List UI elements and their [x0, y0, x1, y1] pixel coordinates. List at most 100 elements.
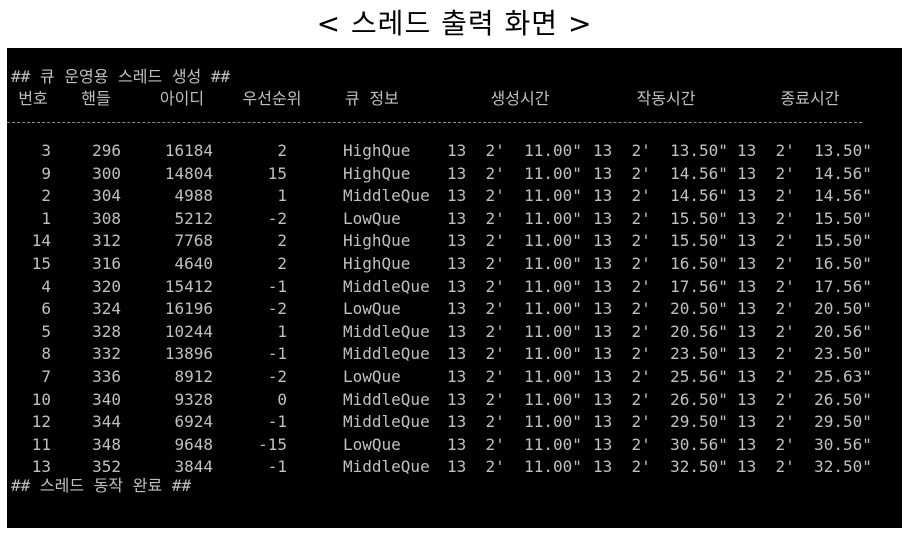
cell-priority: 0 [277, 389, 287, 409]
cell-ended: 13 2' 30.56" [737, 434, 872, 454]
cell-queue: HighQue [343, 254, 411, 273]
cell-started: 13 2' 14.56" [593, 186, 728, 206]
column-header-handle: 핸들 [81, 89, 111, 108]
cell-ended: 13 2' 32.50" [737, 457, 872, 477]
figure-caption: < 스레드 출력 화면 > [316, 7, 593, 40]
cell-priority: 15 [267, 163, 287, 183]
cell-no: 2 [41, 186, 51, 206]
cell-queue: MiddleQue [343, 412, 430, 432]
cell-ended: 13 2' 15.50" [737, 208, 872, 228]
cell-queue: HighQue [343, 163, 411, 183]
table-row: 2 304 4988 1 MiddleQue 13 2' 11.00" 13 2' 14.5… [7, 185, 902, 207]
table-row: 11 348 9648 -15 LowQue 13 2' 11.00" 13 2' 30.5… [7, 434, 902, 456]
cell-handle: 300 [92, 163, 121, 183]
cell-queue: MiddleQue [343, 344, 430, 364]
cell-created: 13 2' 11.00" [447, 321, 582, 341]
cell-queue: HighQue [343, 231, 411, 251]
table-row: 6 324 16196 -2 LowQue 13 2' 11.00" 13 2' 20.50… [7, 298, 902, 320]
table-row: 14 312 7768 2 HighQue 13 2' 11.00" 13 2' 15.50… [7, 230, 902, 252]
cell-started: 13 2' 15.50" [593, 231, 728, 251]
cell-queue: LowQue [343, 208, 401, 228]
cell-ended: 13 2' 26.50" [737, 389, 872, 409]
cell-handle: 332 [92, 344, 121, 364]
cell-no: 14 [31, 231, 51, 251]
cell-id: 16196 [164, 299, 213, 319]
cell-started: 13 2' 17.56" [593, 276, 728, 296]
cell-ended: 13 2' 25.63" [737, 367, 872, 386]
cell-id: 15412 [164, 276, 213, 296]
cell-priority: -1 [267, 412, 287, 432]
cell-handle: 296 [92, 141, 121, 160]
table-row: 9 300 14804 15 HighQue 13 2' 11.00" 13 2' 14.5… [7, 163, 902, 185]
cell-created: 13 2' 11.00" [447, 389, 582, 409]
cell-started: 13 2' 25.56" [593, 367, 728, 386]
cell-priority: 1 [277, 321, 287, 341]
cell-no: 6 [41, 299, 51, 319]
cell-no: 11 [31, 434, 51, 454]
cell-no: 1 [41, 208, 51, 228]
cell-created: 13 2' 11.00" [447, 434, 582, 454]
cell-created: 13 2' 11.00" [447, 254, 582, 273]
cell-created: 13 2' 11.00" [447, 141, 582, 160]
column-header-no: 번호 [18, 89, 48, 108]
cell-id: 13896 [164, 344, 213, 364]
cell-ended: 13 2' 13.50" [737, 141, 872, 160]
cell-created: 13 2' 11.00" [447, 412, 582, 432]
cell-id: 10244 [164, 321, 213, 341]
cell-id: 14804 [164, 163, 213, 183]
table-row: 10 340 9328 0 MiddleQue 13 2' 11.00" 13 2' 26.… [7, 389, 902, 411]
cell-no: 13 [31, 457, 51, 477]
cell-started: 13 2' 32.50" [593, 457, 728, 477]
cell-handle: 308 [92, 208, 121, 228]
cell-started: 13 2' 30.56" [593, 434, 728, 454]
cell-started: 13 2' 20.56" [593, 321, 728, 341]
cell-priority: -1 [267, 457, 287, 477]
cell-no: 12 [31, 412, 51, 432]
cell-no: 8 [41, 344, 51, 364]
cell-created: 13 2' 11.00" [447, 276, 582, 296]
cell-handle: 320 [92, 276, 121, 296]
cell-id: 4988 [174, 186, 213, 206]
cell-id: 5212 [174, 208, 213, 228]
cell-ended: 13 2' 29.50" [737, 412, 872, 432]
cell-handle: 336 [92, 367, 121, 386]
cell-priority: -2 [267, 299, 287, 319]
cell-created: 13 2' 11.00" [447, 367, 582, 386]
cell-id: 16184 [164, 141, 213, 160]
cell-queue: LowQue [343, 299, 401, 319]
cell-no: 10 [31, 389, 51, 409]
cell-priority: 2 [277, 231, 287, 251]
cell-priority: -2 [267, 367, 287, 386]
column-header-queue: 큐 정보 [345, 89, 399, 108]
table-row: 1 308 5212 -2 LowQue 13 2' 11.00" 13 2' 15.50"… [7, 208, 902, 230]
cell-queue: LowQue [343, 367, 401, 386]
cell-id: 9648 [174, 434, 213, 454]
cell-started: 13 2' 15.50" [593, 208, 728, 228]
cell-priority: -1 [267, 344, 287, 364]
cell-ended: 13 2' 16.50" [737, 254, 872, 273]
cell-ended: 13 2' 23.50" [737, 344, 872, 364]
cell-handle: 304 [92, 186, 121, 206]
cell-started: 13 2' 16.50" [593, 254, 728, 273]
cell-started: 13 2' 14.56" [593, 163, 728, 183]
cell-created: 13 2' 11.00" [447, 208, 582, 228]
cell-ended: 13 2' 20.56" [737, 321, 872, 341]
cell-priority: -1 [267, 276, 287, 296]
cell-priority: 1 [277, 186, 287, 206]
cell-created: 13 2' 11.00" [447, 186, 582, 206]
cell-ended: 13 2' 14.56" [737, 186, 872, 206]
cell-handle: 348 [92, 434, 121, 454]
cell-queue: HighQue [343, 141, 411, 160]
table-row: 5 328 10244 1 MiddleQue 13 2' 11.00" 13 2' 20.… [7, 321, 902, 343]
cell-priority: -2 [267, 208, 287, 228]
cell-id: 8912 [174, 367, 213, 386]
cell-handle: 316 [92, 254, 121, 273]
cell-queue: MiddleQue [343, 389, 430, 409]
cell-handle: 344 [92, 412, 121, 432]
cell-priority: 2 [277, 141, 287, 160]
cell-id: 4640 [174, 254, 213, 273]
console-footer-line: ## 스레드 동작 완료 ## [11, 476, 192, 495]
cell-queue: MiddleQue [343, 186, 430, 206]
cell-queue: MiddleQue [343, 457, 430, 477]
cell-created: 13 2' 11.00" [447, 344, 582, 364]
